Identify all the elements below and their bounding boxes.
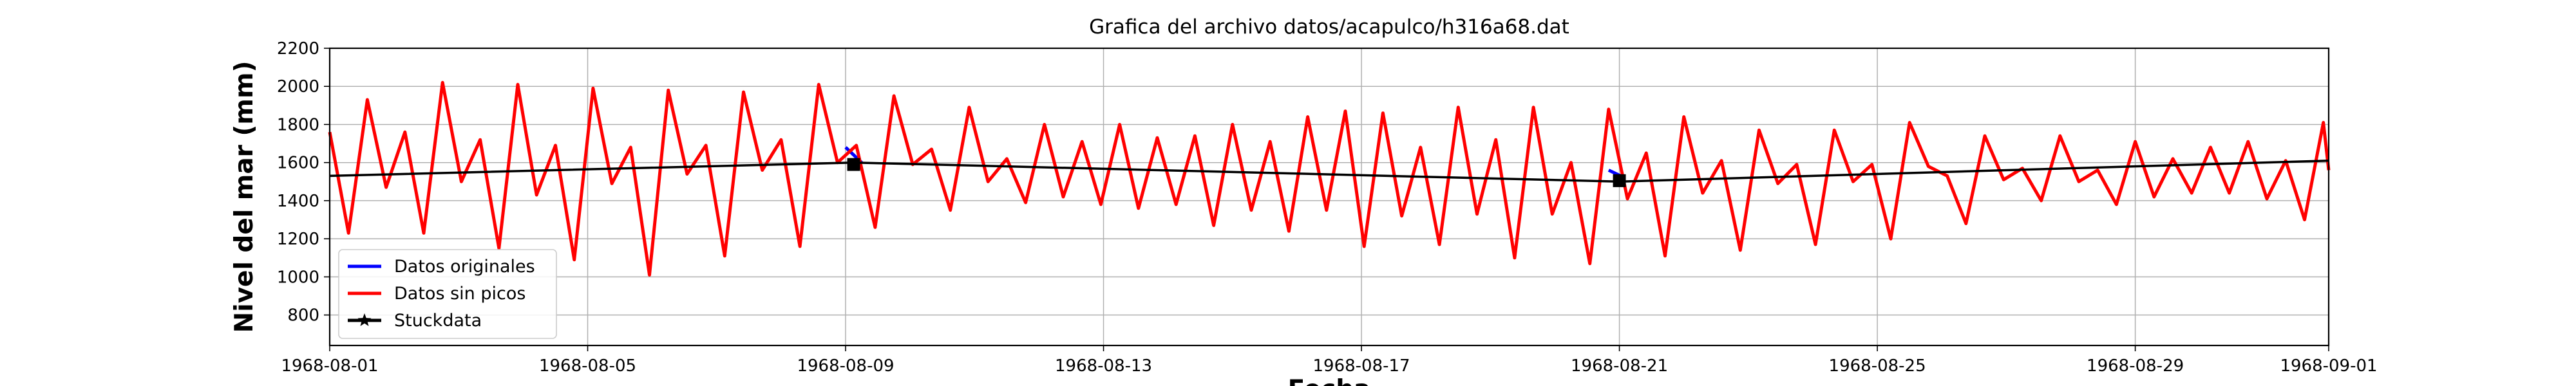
x-tick-label: 1968-08-09 [797,356,894,376]
series-line-stuckdata [329,159,2329,183]
x-tick-label: 1968-08-01 [281,356,378,376]
y-axis-label: Nivel del mar (mm) [230,61,259,333]
stuckdata-marker [1613,174,1626,187]
legend-star-marker [357,313,372,326]
y-tick-label: 1200 [277,230,319,249]
y-tick-label: 2000 [277,77,319,96]
x-tick-label: 1968-09-01 [2280,356,2377,376]
x-tick-label: 1968-08-29 [2087,356,2184,376]
legend-entry: Datos originales [394,257,535,277]
series-line-datos-sin-picos [328,80,2331,277]
y-tick-label: 800 [287,306,319,326]
x-tick-label: 1968-08-17 [1313,356,1410,376]
x-axis-ticks: 1968-08-01 1968-08-05 1968-08-09 1968-08-13… [281,345,2378,376]
y-tick-label: 1000 [277,268,319,287]
x-tick-label: 1968-08-05 [539,356,636,376]
x-axis-label: Fecha [1288,375,1371,386]
y-tick-label: 2200 [277,39,319,59]
y-tick-label: 1600 [277,154,319,173]
x-tick-label: 1968-08-13 [1055,356,1152,376]
plot-frame [328,47,2330,347]
legend-entry: Stuckdata [394,311,482,331]
chart-title: Grafica del archivo datos/acapulco/h316a… [1089,15,1569,39]
y-tick-label: 1800 [277,115,319,134]
y-axis-ticks: 800 1000 1200 1400 1600 1800 2000 2200 [277,39,330,326]
stuckdata-marker [847,158,860,171]
x-tick-label: 1968-08-25 [1829,356,1926,376]
legend-entry: Datos sin picos [394,284,526,304]
legend-box [338,249,557,339]
x-tick-label: 1968-08-21 [1571,356,1668,376]
legend: Datos originales Datos sin picos Stuckdata [338,249,557,339]
y-tick-label: 1400 [277,192,319,211]
series-layer [328,80,2331,277]
